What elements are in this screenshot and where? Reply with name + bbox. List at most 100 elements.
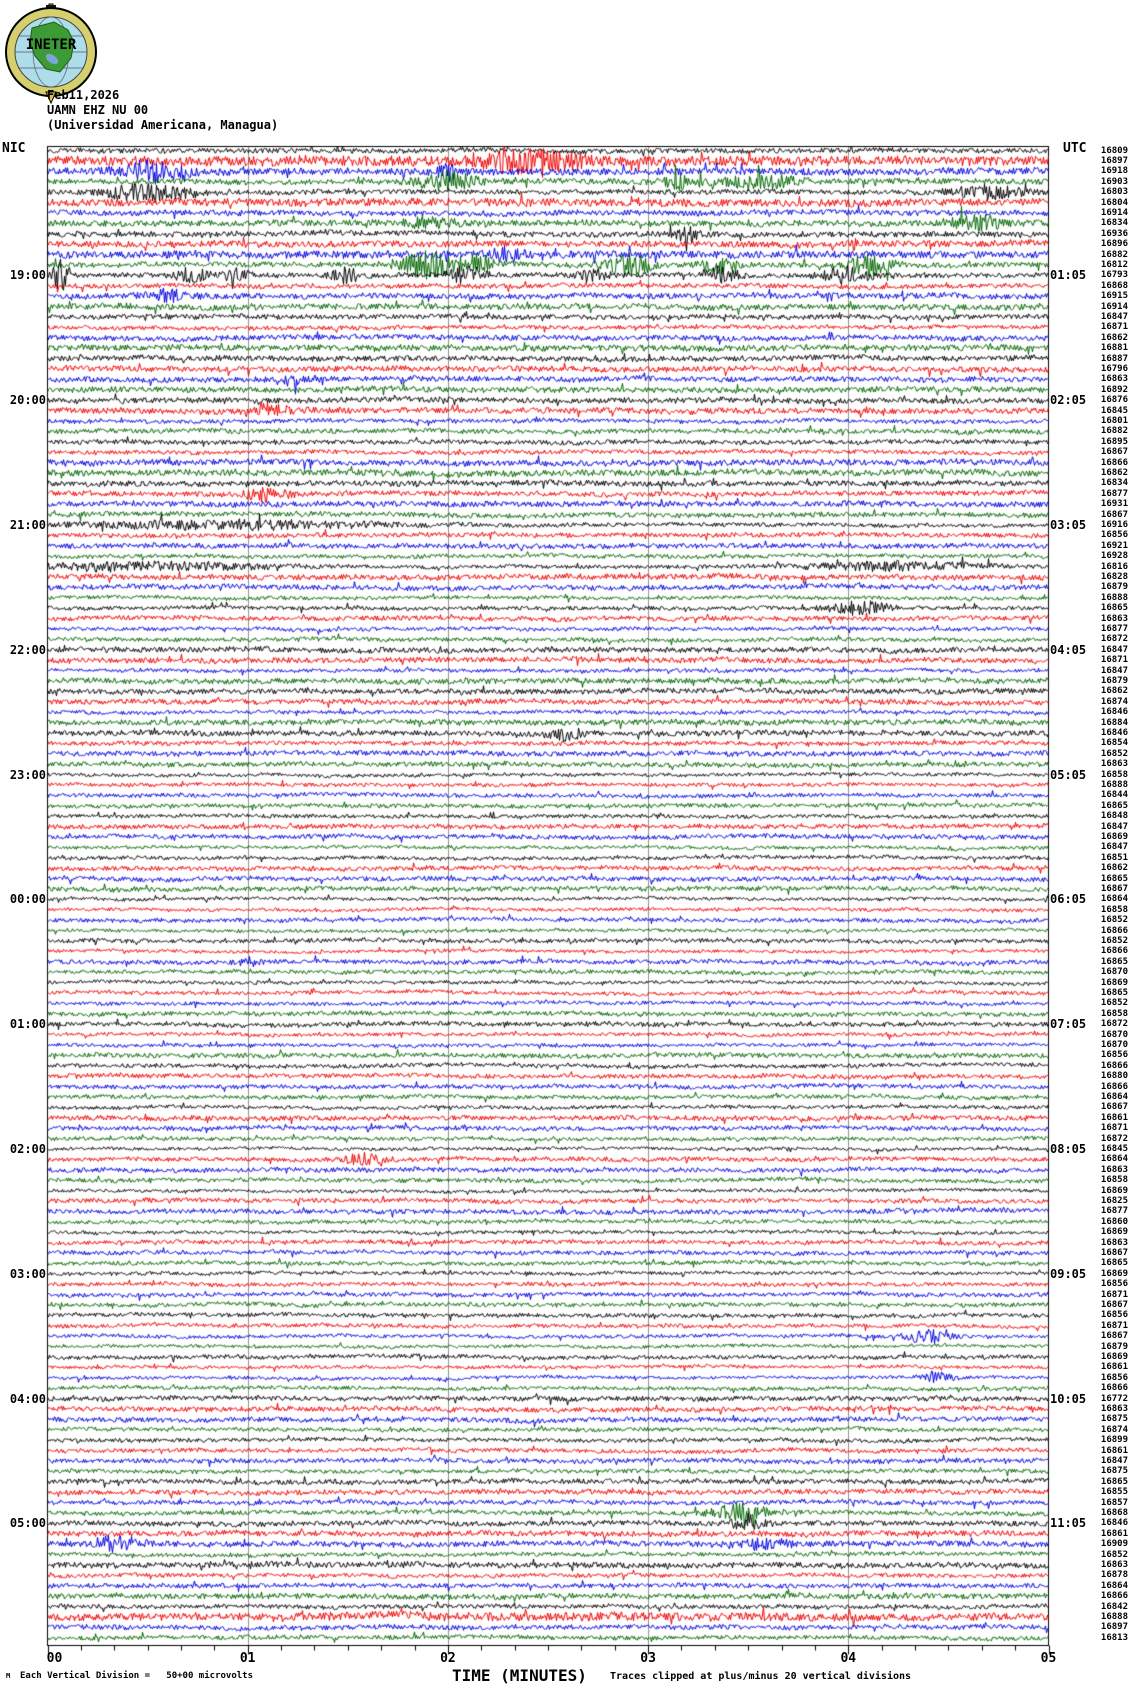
local-hour-label: 03:00 [9,1266,46,1281]
watermark: M [6,1672,11,1680]
trace-scale-value: 16864 [1100,1091,1128,1102]
trace-scale-value: 16882 [1100,249,1128,260]
utc-hour-label: 08:05 [1050,1141,1087,1156]
trace-scale-value: 16921 [1100,540,1128,551]
trace-scale-value: 16863 [1100,374,1128,385]
trace-scale-value: 16936 [1100,228,1128,239]
local-hour-label: 00:00 [9,892,46,907]
trace-scale-value: 16867 [1100,883,1128,894]
trace-scale-value: 16861 [1100,1528,1128,1539]
scale-note: Each Vertical Division = 50+00 microvolt… [20,1671,253,1681]
trace-scale-value: 16863 [1100,1403,1128,1414]
trace-scale-value: 16870 [1100,1029,1128,1040]
trace-scale-value: 16847 [1100,644,1128,655]
trace-scale-value: 16865 [1100,1476,1128,1487]
x-tick-label: 03 [640,1651,656,1666]
local-hour-label: 01:00 [9,1017,46,1032]
trace-scale-value: 16875 [1100,1414,1128,1425]
trace-scale-value: 16868 [1100,1507,1128,1518]
trace-scale-value: 16842 [1100,1601,1128,1612]
trace-scale-value: 16870 [1100,1039,1128,1050]
trace-scale-value: 16828 [1100,571,1128,582]
trace-scale-value: 16858 [1100,1175,1128,1186]
trace-scale-value: 16914 [1100,207,1128,218]
trace-scale-value: 16813 [1100,1632,1128,1643]
trace-scale-value: 16796 [1100,363,1128,374]
trace-scale-value: 16804 [1100,197,1128,208]
trace-scale-value: 16865 [1100,603,1128,614]
trace-scale-value: 16866 [1100,1591,1128,1602]
trace-scale-value: 16867 [1100,1102,1128,1113]
trace-scale-value: 16865 [1100,987,1128,998]
trace-scale-value: 16869 [1100,1351,1128,1362]
trace-scale-value: 16877 [1100,488,1128,499]
trace-scale-value: 16861 [1100,1112,1128,1123]
trace-scale-value: 16867 [1100,509,1128,520]
utc-hour-label: 11:05 [1050,1516,1087,1531]
trace-scale-value: 16863 [1100,1559,1128,1570]
trace-scale-value: 16847 [1100,1455,1128,1466]
trace-scale-value: 16846 [1100,707,1128,718]
trace-scale-value: 16867 [1100,447,1128,458]
trace-scale-value: 16834 [1100,218,1128,229]
trace-scale-value: 16866 [1100,1081,1128,1092]
trace-scale-value: 16865 [1100,873,1128,884]
trace-scale-value: 16888 [1100,592,1128,603]
trace-scale-value: 16863 [1100,613,1128,624]
trace-scale-value: 16856 [1100,1310,1128,1321]
trace-scale-value: 16846 [1100,727,1128,738]
trace-scale-value: 16857 [1100,1497,1128,1508]
trace-scale-value: 16888 [1100,1611,1128,1622]
trace-scale-value: 16916 [1100,519,1128,530]
trace-scale-value: 16852 [1100,915,1128,926]
utc-hour-label: 04:05 [1050,642,1087,657]
trace-scale-value: 16897 [1100,1622,1128,1633]
trace-scale-value: 16866 [1100,457,1128,468]
utc-hour-label: 09:05 [1050,1266,1087,1281]
trace-scale-value: 16856 [1100,1372,1128,1383]
trace-scale-value: 16852 [1100,748,1128,759]
trace-scale-value: 16879 [1100,582,1128,593]
trace-scale-value: 16858 [1100,904,1128,915]
trace-scale-value: 16862 [1100,863,1128,874]
trace-scale-value: 16855 [1100,1487,1128,1498]
x-tick-label: 05 [1040,1651,1057,1666]
utc-hour-label: 02:05 [1050,393,1087,408]
trace-scale-value: 16862 [1100,332,1128,343]
trace-scale-value: 16869 [1100,1185,1128,1196]
utc-hour-label: 10:05 [1050,1391,1087,1406]
x-tick-label: 04 [840,1651,857,1666]
trace-scale-value: 16847 [1100,821,1128,832]
trace-scale-value: 16888 [1100,779,1128,790]
local-hour-label: 22:00 [9,642,46,657]
trace-scale-value: 16858 [1100,1008,1128,1019]
trace-scale-value: 16852 [1100,998,1128,1009]
trace-scale-value: 16793 [1100,270,1128,281]
trace-scale-value: 16879 [1100,1341,1128,1352]
trace-scale-value: 16868 [1100,280,1128,291]
trace-scale-value: 16865 [1100,800,1128,811]
trace-scale-value: 16847 [1100,311,1128,322]
trace-scale-value: 16881 [1100,343,1128,354]
trace-scale-value: 16845 [1100,1143,1128,1154]
clip-note: Traces clipped at plus/minus 20 vertical… [610,1671,912,1682]
trace-scale-value: 16871 [1100,1320,1128,1331]
trace-scale-value: 16856 [1100,1279,1128,1290]
trace-scale-value: 16903 [1100,176,1128,187]
trace-scale-value: 16869 [1100,1227,1128,1238]
trace-scale-value: 16915 [1100,291,1128,302]
trace-scale-value: 16914 [1100,301,1128,312]
x-tick-label: 02 [440,1651,456,1666]
trace-scale-value: 16869 [1100,977,1128,988]
trace-scale-value: 16887 [1100,353,1128,364]
trace-scale-value: 16812 [1100,259,1128,270]
trace-scale-value: 16867 [1100,1299,1128,1310]
trace-scale-value: 16866 [1100,946,1128,957]
trace-scale-value: 16846 [1100,1518,1128,1529]
trace-scale-value: 16863 [1100,1237,1128,1248]
trace-scale-value: 16847 [1100,842,1128,853]
trace-scale-value: 16871 [1100,322,1128,333]
trace-scale-value: 16909 [1100,1539,1128,1550]
trace-scale-value: 16865 [1100,956,1128,967]
